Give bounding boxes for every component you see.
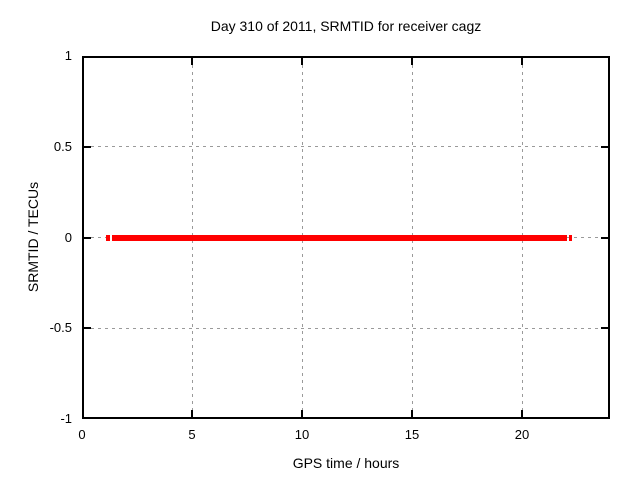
y-tick-mark-left	[84, 145, 91, 148]
data-series-segment	[111, 234, 568, 241]
y-tick-mark-left	[84, 327, 91, 330]
y-tick-label: 0	[64, 229, 72, 245]
y-tick-mark-left	[84, 236, 91, 239]
y-tick-label: 0.5	[53, 138, 72, 154]
y-tick-label: 1	[64, 48, 72, 63]
data-series-segment	[569, 234, 572, 241]
y-tick-label: -1	[60, 411, 72, 426]
y-tick-mark-right	[601, 236, 608, 239]
x-tick-label: 20	[514, 427, 530, 442]
horizontal-gridline	[84, 327, 608, 329]
x-tick-mark-bottom	[191, 410, 193, 417]
x-tick-mark-top	[191, 58, 193, 65]
x-tick-mark-top	[301, 58, 303, 65]
x-tick-mark-top	[521, 58, 523, 65]
horizontal-gridline	[84, 146, 608, 148]
x-tick-label: 15	[404, 427, 420, 442]
y-tick-mark-right	[601, 145, 608, 148]
plot-border	[82, 56, 610, 419]
x-tick-label: 10	[294, 427, 310, 442]
x-tick-mark-bottom	[301, 410, 303, 417]
chart-title: Day 310 of 2011, SRMTID for receiver cag…	[210, 18, 482, 34]
x-tick-mark-bottom	[411, 410, 413, 417]
y-tick-mark-right	[601, 327, 608, 330]
y-tick-label: -0.5	[49, 320, 72, 336]
x-tick-label: 5	[188, 427, 196, 442]
x-tick-mark-bottom	[521, 410, 523, 417]
x-tick-mark-top	[411, 58, 413, 65]
x-tick-label: 0	[78, 427, 86, 442]
x-axis-title: GPS time / hours	[292, 455, 400, 471]
data-series-segment	[105, 234, 110, 241]
